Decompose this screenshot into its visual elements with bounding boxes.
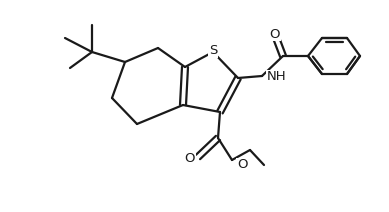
Text: O: O (237, 159, 247, 172)
Text: S: S (209, 45, 217, 57)
Text: O: O (185, 152, 195, 165)
Text: NH: NH (267, 71, 287, 84)
Text: O: O (270, 28, 280, 40)
